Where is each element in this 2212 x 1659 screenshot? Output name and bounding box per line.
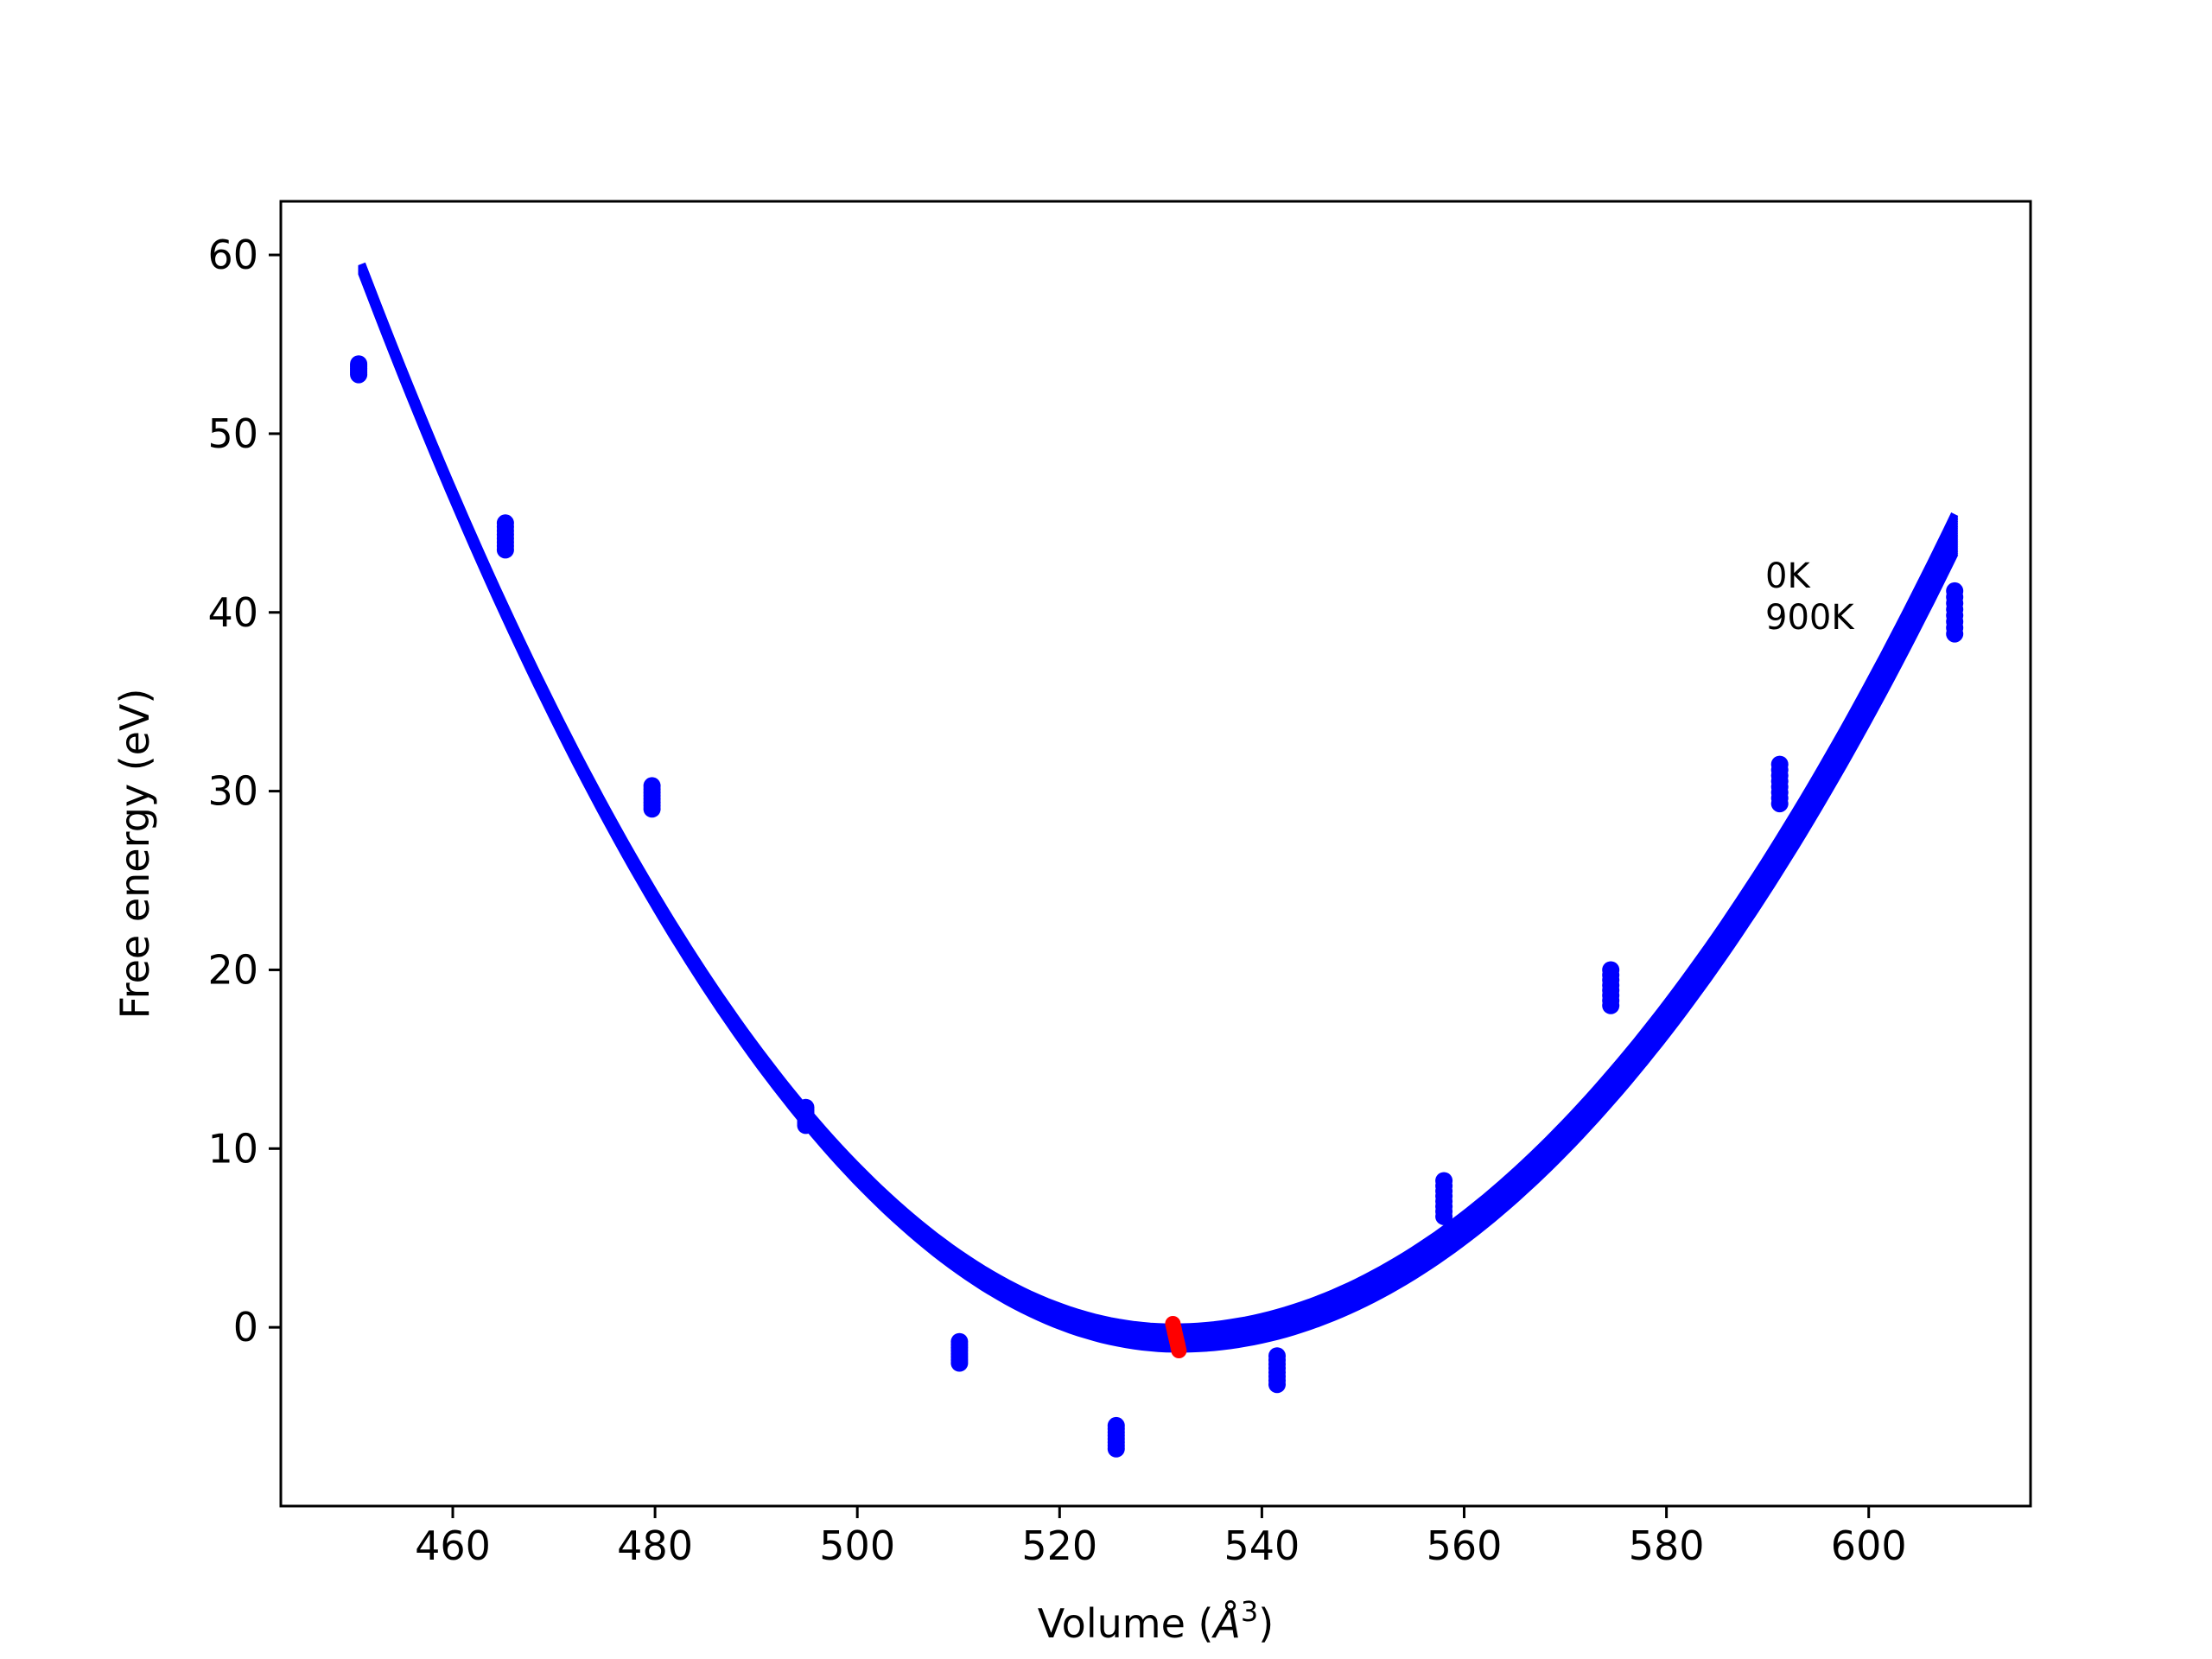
data-point-group: [643, 777, 661, 818]
plot-area: [350, 262, 1964, 1458]
data-point: [797, 1116, 815, 1135]
data-point-group: [350, 355, 368, 384]
x-axis: 460 480 500 520 540 560 580 600: [415, 1506, 1907, 1569]
y-tick-label: 50: [207, 410, 258, 457]
data-point: [496, 541, 514, 559]
y-tick-label: 30: [207, 768, 258, 815]
legend-label-900k: 900K: [1765, 598, 1855, 638]
y-tick-label: 0: [233, 1304, 258, 1351]
y-tick-label: 40: [207, 589, 258, 636]
x-tick-label: 580: [1629, 1522, 1705, 1569]
y-axis-title: Free energy (eV): [111, 689, 158, 1020]
x-tick-label: 540: [1224, 1522, 1300, 1569]
data-point-group: [1107, 1416, 1125, 1458]
data-point-group: [1268, 1347, 1286, 1394]
data-point-group: [797, 1098, 815, 1135]
x-tick-label: 460: [415, 1522, 491, 1569]
y-tick-label: 10: [207, 1125, 258, 1172]
x-tick-label: 600: [1831, 1522, 1907, 1569]
minimum-markers: [1165, 1316, 1187, 1358]
fit-curve: [358, 271, 1959, 1353]
data-point: [950, 1354, 969, 1372]
legend-label-0k: 0K: [1765, 556, 1811, 596]
x-axis-title: Volume (Å3): [1038, 1595, 1274, 1647]
data-point: [1107, 1440, 1125, 1458]
axes-frame: [279, 200, 2032, 1508]
x-tick-label: 480: [617, 1522, 693, 1569]
data-point: [643, 800, 661, 818]
data-point-group: [1602, 961, 1620, 1014]
data-point-group: [496, 514, 514, 559]
x-tick-label: 520: [1021, 1522, 1097, 1569]
x-axis-title-exponent: 3: [1241, 1595, 1258, 1628]
y-axis: 0 10 20 30 40 50 60: [207, 232, 281, 1351]
x-axis-title-main: Volume (: [1038, 1600, 1214, 1647]
x-axis-title-unit: Å: [1211, 1600, 1240, 1647]
y-tick-label: 20: [207, 946, 258, 993]
data-point: [1435, 1207, 1453, 1225]
x-axis-title-close: ): [1258, 1600, 1274, 1647]
data-point: [1268, 1376, 1286, 1394]
data-point: [1946, 625, 1964, 643]
data-point-group: [1435, 1172, 1453, 1225]
data-point: [1770, 795, 1789, 813]
data-point-group: [950, 1332, 969, 1372]
x-tick-label: 500: [819, 1522, 895, 1569]
minimum-point: [1171, 1343, 1187, 1358]
x-tick-label: 560: [1427, 1522, 1503, 1569]
data-point: [1602, 996, 1620, 1014]
y-tick-label: 60: [207, 232, 258, 278]
data-point-group: [1770, 755, 1789, 813]
data-point-group: [1946, 582, 1964, 643]
data-point: [350, 365, 368, 384]
